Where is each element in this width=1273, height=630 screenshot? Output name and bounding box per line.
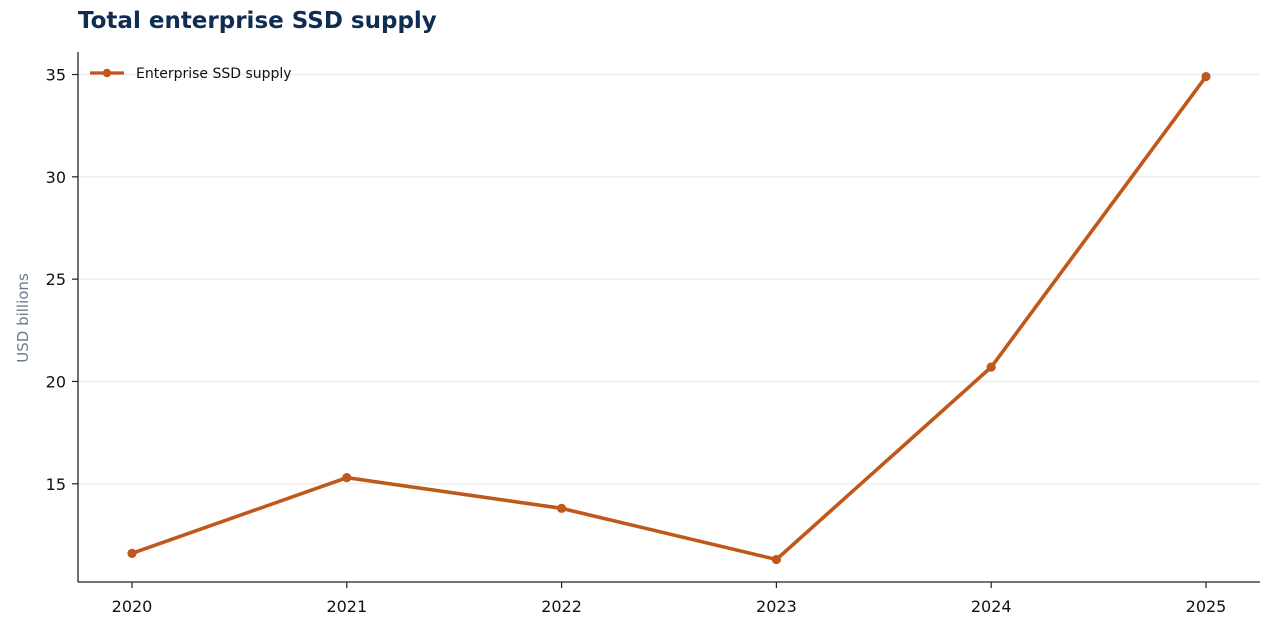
y-ticks: 15 20 25 30 35 [46,66,78,494]
y-tick-label: 15 [46,475,66,494]
x-tick-label: 2024 [971,597,1012,616]
y-tick-label: 35 [46,66,66,85]
legend-label: Enterprise SSD supply [136,66,292,82]
data-point [771,554,782,565]
series [127,71,1211,565]
series-line [130,74,1208,562]
x-tick-label: 2021 [326,597,367,616]
y-tick-label: 30 [46,168,66,187]
data-point [986,362,996,372]
x-tick-label: 2025 [1186,597,1227,616]
y-axis-label: USD billions [14,273,32,363]
data-point [1201,71,1211,82]
data-point [127,548,137,558]
chart-title: Total enterprise SSD supply [78,8,437,34]
x-tick-label: 2023 [756,597,797,616]
gridlines [78,73,1260,485]
x-tick-label: 2022 [541,597,582,616]
data-point [557,503,567,513]
legend-point-marker [102,68,112,78]
x-tick-label: 2020 [112,597,153,616]
legend: Enterprise SSD supply [90,66,292,82]
y-tick-label: 20 [46,372,66,391]
axes [77,52,1260,583]
data-point [342,473,352,483]
x-ticks: 2020 2021 2022 2023 2024 2025 [112,582,1227,616]
y-tick-label: 25 [46,270,66,289]
